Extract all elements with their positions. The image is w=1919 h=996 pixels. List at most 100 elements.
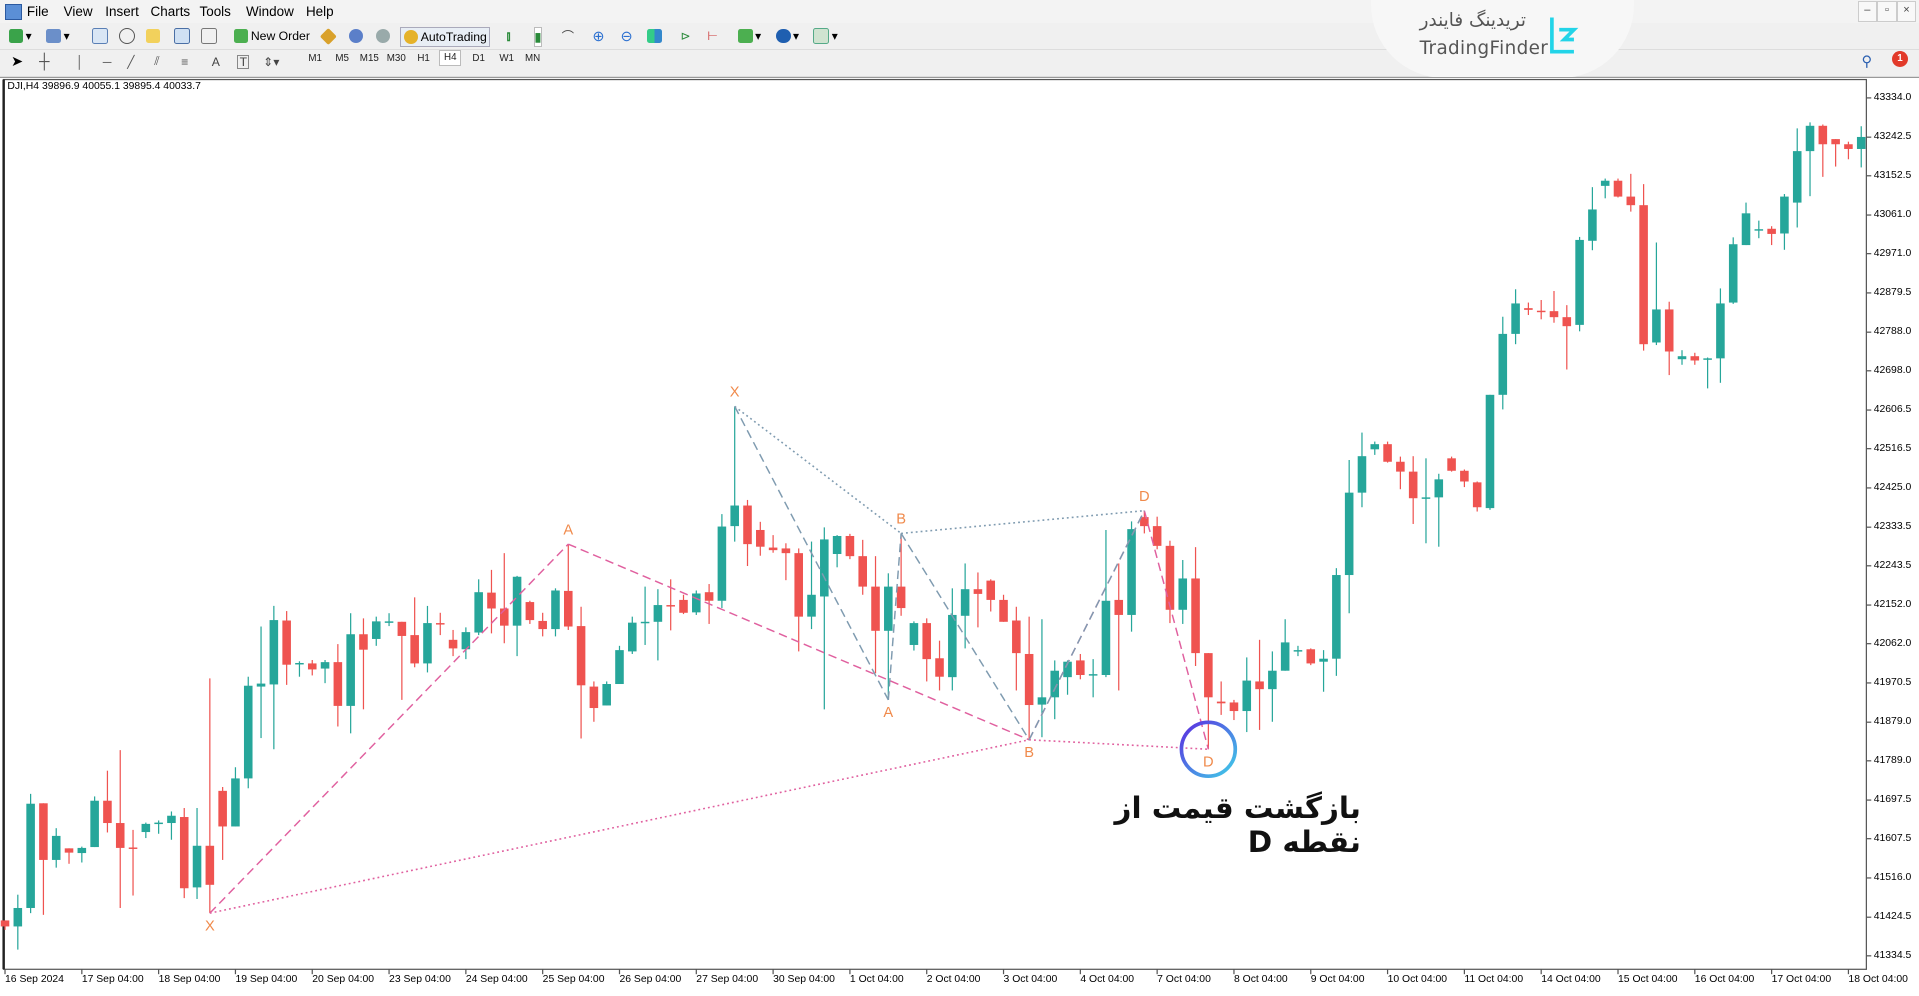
time-tick-label: 2 Oct 04:00 (926, 974, 981, 986)
bearish-candle (935, 658, 944, 677)
autoscroll-icon[interactable]: ⊳ (680, 29, 691, 44)
new-order-button[interactable]: New Order (233, 27, 310, 45)
arrows-icon[interactable]: ⇕▾ (263, 54, 280, 69)
text-label-icon[interactable]: T (237, 55, 250, 70)
search-icon[interactable]: ⚲ (1861, 54, 1873, 71)
bullish-candle (1754, 229, 1764, 231)
close-button[interactable]: × (1896, 1, 1917, 22)
trendline-icon[interactable]: ╱ (127, 54, 135, 69)
profiles-icon[interactable]: ▾ (46, 27, 70, 45)
bearish-candle (1114, 599, 1124, 615)
bearish-candle (333, 662, 343, 706)
terminal-icon[interactable] (173, 27, 191, 45)
navigator-icon[interactable] (118, 27, 136, 45)
timeframe-mn[interactable]: MN (525, 52, 541, 64)
restore-button[interactable]: ▫ (1877, 1, 1897, 22)
bearish-candle (0, 920, 10, 927)
signals-icon[interactable] (348, 27, 364, 45)
price-tick-label: 42516.5 (1873, 442, 1912, 454)
bullish-candle (77, 847, 87, 854)
candlestick-icon[interactable]: ▮ (533, 26, 543, 48)
bearish-candle (39, 803, 48, 860)
timeframe-h1[interactable]: H1 (417, 52, 430, 64)
price-tick-label: 41607.5 (1873, 832, 1912, 844)
menu-help[interactable]: Help (305, 3, 334, 19)
crosshair-icon[interactable]: ┼ (39, 53, 50, 70)
bearish-candle (922, 623, 932, 660)
price-tick-label: 42425.0 (1873, 481, 1912, 493)
pattern-point-label: B (1024, 745, 1034, 761)
minimize-button[interactable]: – (1857, 1, 1877, 22)
bearish-candle (1306, 649, 1316, 664)
bearish-candle (1165, 545, 1175, 610)
bullish-candle (243, 685, 253, 779)
price-tick-label: 41789.0 (1873, 754, 1912, 766)
time-tick-label: 30 Sep 04:00 (773, 974, 835, 986)
tile-windows-icon[interactable] (647, 27, 663, 45)
market-watch-icon[interactable] (91, 27, 109, 45)
bearish-candle (781, 548, 791, 554)
bar-chart-icon[interactable]: ⫾ (506, 28, 511, 43)
line-chart-icon[interactable]: ⌒ (561, 30, 574, 45)
strategy-tester-icon[interactable] (200, 27, 218, 45)
time-tick-label: 9 Oct 04:00 (1310, 974, 1365, 986)
timeframe-m5[interactable]: M5 (335, 52, 349, 64)
menu-charts[interactable]: Charts (150, 3, 191, 19)
price-tick-label: 42152.0 (1873, 598, 1912, 610)
indicators-icon[interactable]: ▾ (737, 27, 761, 45)
chart-window[interactable] (0, 77, 1919, 996)
time-tick-label: 17 Sep 04:00 (81, 974, 144, 986)
timeframe-m30[interactable]: M30 (386, 52, 406, 64)
zoom-in-icon[interactable]: ⊕ (592, 28, 605, 45)
data-window-icon[interactable] (145, 27, 161, 45)
fibonacci-icon[interactable]: ≡ (181, 54, 189, 69)
menu-view[interactable]: View (63, 3, 93, 19)
new-chart-icon[interactable]: ▾ (8, 27, 32, 45)
bearish-candle (128, 847, 138, 849)
bearish-candle (359, 634, 368, 650)
bullish-candle (1716, 303, 1725, 359)
menu-insert[interactable]: Insert (105, 3, 139, 19)
bullish-candle (320, 662, 330, 669)
timeframe-h4[interactable]: H4 (439, 50, 462, 66)
vertical-line-icon[interactable]: │ (75, 54, 84, 69)
cursor-icon[interactable]: ➤ (11, 54, 24, 71)
bearish-candle (448, 639, 458, 649)
notifications-icon[interactable]: 1 (1892, 50, 1908, 68)
bearish-candle (1831, 139, 1840, 145)
bearish-candle (1012, 620, 1021, 654)
bullish-candle (1805, 125, 1815, 152)
bearish-candle (973, 589, 983, 594)
bearish-candle (1204, 653, 1213, 698)
price-tick-label: 43152.5 (1873, 169, 1912, 181)
bullish-candle (371, 621, 381, 639)
equidistant-channel-icon[interactable]: ⫽ (154, 54, 160, 69)
zoom-out-icon[interactable]: ⊖ (620, 28, 633, 45)
time-tick-label: 24 Sep 04:00 (465, 974, 528, 986)
templates-icon[interactable]: ▾ (812, 27, 838, 45)
menu-tools[interactable]: Tools (199, 3, 231, 19)
timeframe-m15[interactable]: M15 (359, 52, 379, 64)
menu-window[interactable]: Window (245, 3, 294, 19)
bullish-candle (653, 605, 663, 622)
autotrading-button[interactable]: AutoTrading (400, 26, 491, 48)
chart-shift-icon[interactable]: ⊢ (707, 29, 719, 44)
timeframe-w1[interactable]: W1 (499, 52, 514, 64)
horizontal-line-icon[interactable]: ─ (102, 54, 112, 69)
time-tick-label: 11 Oct 04:00 (1464, 974, 1524, 986)
bullish-candle (1652, 309, 1661, 343)
time-tick-label: 18 Sep 04:00 (158, 974, 221, 986)
bearish-candle (205, 845, 215, 885)
pattern-point-label: D (1203, 754, 1214, 770)
market-icon[interactable] (375, 27, 391, 45)
bearish-candle (576, 626, 586, 686)
text-icon[interactable]: A (211, 54, 220, 69)
bullish-candle (51, 835, 61, 860)
periods-icon[interactable]: ▾ (775, 27, 799, 45)
bullish-candle (1780, 196, 1789, 234)
bullish-candle (602, 684, 611, 706)
menu-file[interactable]: File (26, 3, 49, 19)
timeframe-m1[interactable]: M1 (308, 52, 322, 64)
timeframe-d1[interactable]: D1 (472, 52, 485, 64)
